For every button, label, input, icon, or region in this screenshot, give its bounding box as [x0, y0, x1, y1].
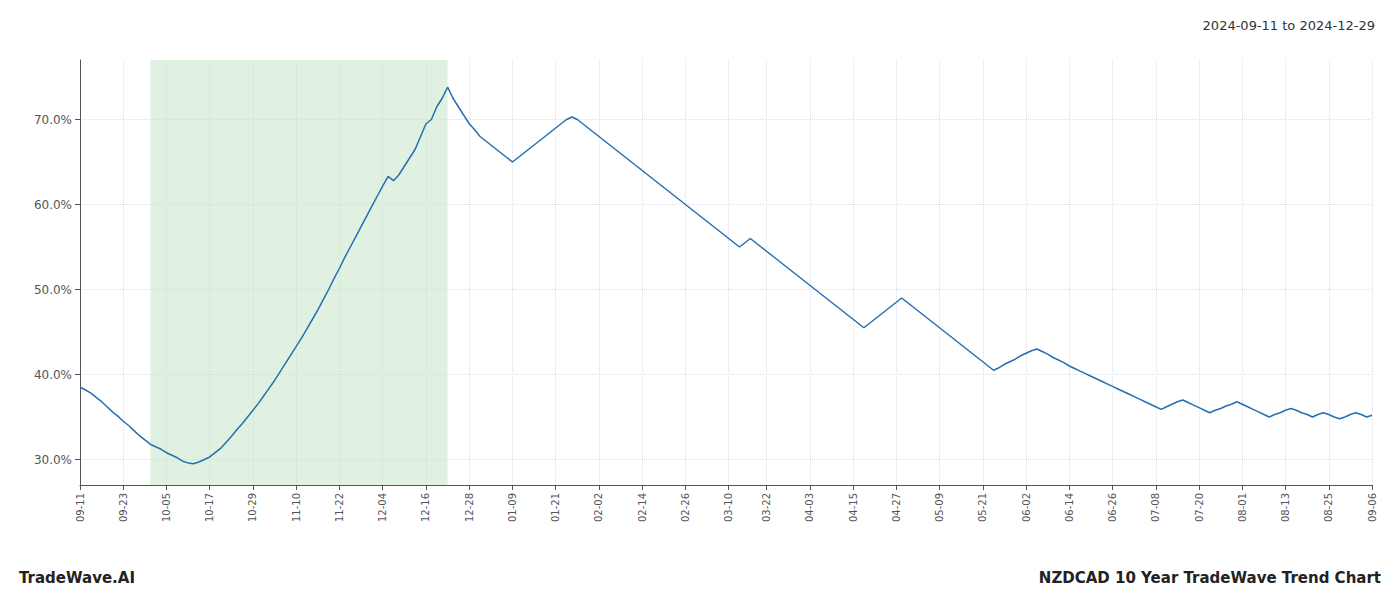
- svg-text:03-10: 03-10: [723, 493, 734, 522]
- svg-text:12-28: 12-28: [464, 493, 475, 522]
- svg-text:05-21: 05-21: [977, 493, 988, 522]
- svg-text:30.0%: 30.0%: [34, 453, 72, 467]
- svg-text:06-02: 06-02: [1021, 493, 1032, 522]
- svg-text:06-26: 06-26: [1107, 493, 1118, 522]
- svg-text:07-20: 07-20: [1194, 493, 1205, 522]
- svg-text:09-11: 09-11: [75, 493, 86, 522]
- svg-text:04-27: 04-27: [891, 493, 902, 522]
- svg-text:08-01: 08-01: [1237, 493, 1248, 522]
- svg-text:TradeWave.AI: TradeWave.AI: [19, 569, 135, 587]
- svg-text:02-14: 02-14: [637, 493, 648, 522]
- svg-text:2024-09-11 to 2024-12-29: 2024-09-11 to 2024-12-29: [1203, 18, 1375, 33]
- svg-text:12-04: 12-04: [377, 493, 388, 522]
- svg-text:40.0%: 40.0%: [34, 368, 72, 382]
- svg-text:01-09: 01-09: [507, 493, 518, 522]
- svg-text:12-16: 12-16: [420, 493, 431, 522]
- svg-text:70.0%: 70.0%: [34, 113, 72, 127]
- svg-text:11-22: 11-22: [334, 493, 345, 522]
- svg-text:04-15: 04-15: [848, 493, 859, 522]
- svg-text:01-21: 01-21: [550, 493, 561, 522]
- svg-text:09-23: 09-23: [118, 493, 129, 522]
- svg-text:02-26: 02-26: [680, 493, 691, 522]
- svg-text:11-10: 11-10: [291, 493, 302, 522]
- svg-text:02-02: 02-02: [593, 493, 604, 522]
- svg-text:04-03: 04-03: [804, 493, 815, 522]
- svg-text:03-22: 03-22: [761, 493, 772, 522]
- svg-text:10-05: 10-05: [161, 493, 172, 522]
- svg-text:05-09: 05-09: [934, 493, 945, 522]
- svg-text:50.0%: 50.0%: [34, 283, 72, 297]
- svg-text:08-13: 08-13: [1280, 493, 1291, 522]
- svg-text:07-08: 07-08: [1150, 493, 1161, 522]
- svg-text:10-17: 10-17: [204, 493, 215, 522]
- svg-text:NZDCAD 10 Year TradeWave Trend: NZDCAD 10 Year TradeWave Trend Chart: [1039, 569, 1381, 587]
- svg-text:09-06: 09-06: [1367, 493, 1378, 522]
- svg-text:60.0%: 60.0%: [34, 198, 72, 212]
- svg-text:08-25: 08-25: [1323, 493, 1334, 522]
- svg-text:10-29: 10-29: [247, 493, 258, 522]
- svg-text:06-14: 06-14: [1064, 493, 1075, 522]
